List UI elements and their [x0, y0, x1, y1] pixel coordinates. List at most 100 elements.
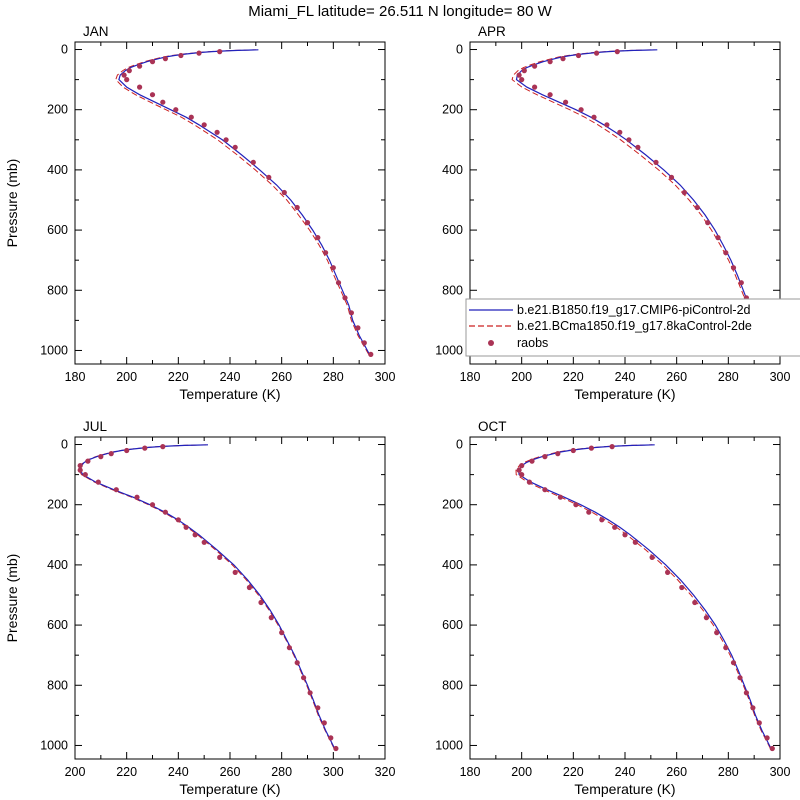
raobs-point [617, 129, 623, 135]
y-tick-label: 400 [442, 163, 463, 177]
y-tick-label: 0 [456, 43, 463, 57]
raobs-point [124, 77, 130, 83]
legend: b.e21.B1850.f19_g17.CMIP6-piControl-2d b.… [465, 298, 800, 357]
x-tick-label: 260 [666, 370, 687, 384]
raobs-point [149, 502, 156, 508]
raobs-point [294, 660, 300, 666]
raobs-point [750, 705, 756, 711]
x-tick-label: 180 [65, 370, 86, 384]
raobs-point [173, 107, 179, 113]
raobs-point [201, 122, 207, 128]
raobs-point [232, 144, 238, 150]
x-tick-label: 300 [323, 765, 344, 779]
plot-frame [74, 41, 386, 365]
raobs-point [632, 539, 638, 545]
x-tick-label: 240 [615, 765, 636, 779]
raobs-point [82, 472, 88, 478]
raobs-point [348, 310, 354, 316]
x-tick-label: 240 [168, 765, 189, 779]
raobs-point [223, 137, 229, 143]
y-tick-label: 400 [442, 558, 463, 572]
y-tick-label: 200 [442, 498, 463, 512]
raobs-point [304, 220, 311, 226]
raobs-point [142, 445, 148, 451]
raobs-point [756, 720, 762, 726]
raobs-point [542, 487, 548, 493]
x-tick-label: 240 [220, 370, 241, 384]
raobs-point [108, 451, 114, 457]
raobs-point [532, 63, 538, 69]
raobs-point [705, 220, 711, 226]
raobs-point [560, 56, 566, 62]
x-tick-label: 280 [323, 370, 344, 384]
raobs-point [570, 447, 576, 454]
raobs-point [330, 265, 336, 271]
raobs-point [232, 569, 238, 576]
raobs-point [307, 690, 313, 696]
model1-line [517, 444, 772, 749]
y-tick-label: 200 [47, 498, 68, 512]
raobs-point [85, 458, 91, 464]
raobs-point [738, 280, 744, 286]
raobs-point [134, 494, 140, 500]
raobs-point [665, 569, 671, 576]
raobs-point [368, 351, 374, 357]
y-tick-label: 200 [442, 103, 463, 117]
raobs-point [323, 250, 329, 256]
y-tick-label: 1000 [435, 343, 463, 357]
raobs-point [714, 630, 720, 636]
raobs-point [730, 265, 737, 271]
y-tick-label: 0 [61, 438, 68, 452]
raobs-point [594, 50, 600, 56]
raobs-point [516, 467, 522, 473]
raobs-point [635, 144, 641, 150]
raobs-point [286, 645, 292, 651]
raobs-point [328, 735, 334, 741]
raobs-point [764, 735, 770, 741]
y-axis-title: Pressure (mb) [4, 159, 20, 248]
chart-root: 180 200 220 240 260 280 300 0 200 400 600 800 1000 JA… [4, 24, 800, 797]
y-axis-title: Pressure (mb) [4, 554, 20, 643]
raobs-point [113, 487, 119, 493]
raobs-point [137, 84, 143, 90]
raobs-point [201, 539, 207, 545]
raobs-point [361, 340, 367, 346]
y-tick-label: 1000 [40, 738, 68, 752]
raobs-point [149, 59, 156, 65]
raobs-point [95, 479, 101, 485]
x-axis-title: Temperature (K) [179, 386, 280, 402]
raobs-point [342, 295, 348, 301]
raobs-point [653, 159, 659, 165]
legend-marker-sample [488, 340, 494, 346]
x-tick-label: 260 [220, 765, 241, 779]
y-tick-label: 800 [47, 283, 68, 297]
raobs-point [178, 52, 184, 59]
raobs-point [557, 494, 564, 500]
panel-label: OCT [478, 419, 507, 434]
panel-jan: 180 200 220 240 260 280 300 0 200 400 600 800 1000 JA… [4, 24, 395, 402]
x-tick-label: 300 [770, 765, 791, 779]
raobs-point [217, 49, 223, 55]
x-tick-label: 200 [511, 765, 532, 779]
raobs-point [692, 599, 698, 606]
raobs-point [162, 509, 168, 515]
model1-line [118, 49, 371, 355]
x-axis-title: Temperature (K) [574, 386, 675, 402]
raobs-point [183, 524, 189, 530]
raobs-point [622, 532, 628, 538]
x-tick-label: 180 [460, 765, 481, 779]
model1-line [79, 444, 336, 749]
raobs-point [137, 63, 143, 69]
x-tick-label: 200 [116, 370, 137, 384]
raobs-point [294, 204, 300, 211]
panel-label: JAN [83, 24, 109, 39]
y-tick-label: 0 [456, 438, 463, 452]
legend-label: raobs [517, 336, 548, 350]
y-tick-label: 800 [442, 283, 463, 297]
raobs-point [321, 720, 327, 726]
raobs-point [609, 444, 615, 450]
raobs-point [679, 584, 685, 591]
y-tick-label: 400 [47, 558, 68, 572]
raobs-point [519, 463, 525, 469]
